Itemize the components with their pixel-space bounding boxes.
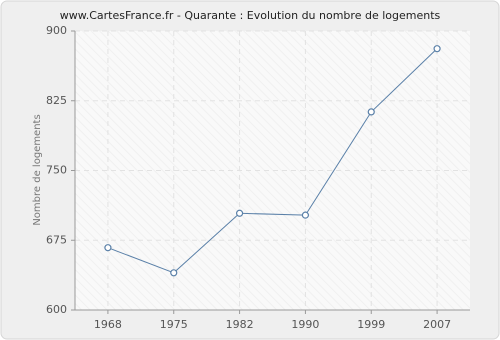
y-tick-label: 900: [46, 24, 67, 37]
chart-title: www.CartesFrance.fr - Quarante : Evoluti…: [60, 9, 441, 22]
y-tick-label: 750: [46, 164, 67, 177]
x-tick-label: 2007: [423, 318, 451, 331]
line: [107, 48, 438, 274]
y-tick-label: 675: [46, 233, 67, 246]
marker: [367, 108, 375, 116]
y-tick-label: 600: [46, 303, 67, 316]
x-tick-label: 1982: [226, 318, 254, 331]
marker: [433, 45, 441, 53]
marker: [170, 269, 178, 277]
y-axis-label: Nombre de logements: [32, 114, 43, 225]
marker: [104, 244, 112, 252]
x-tick-label: 1975: [160, 318, 188, 331]
marker: [235, 209, 244, 217]
x-tick-label: 1968: [94, 318, 122, 331]
x-tick-label: 1999: [357, 318, 385, 331]
marker: [301, 211, 310, 219]
x-tick-label: 1990: [291, 318, 319, 331]
y-tick-label: 825: [46, 94, 67, 107]
